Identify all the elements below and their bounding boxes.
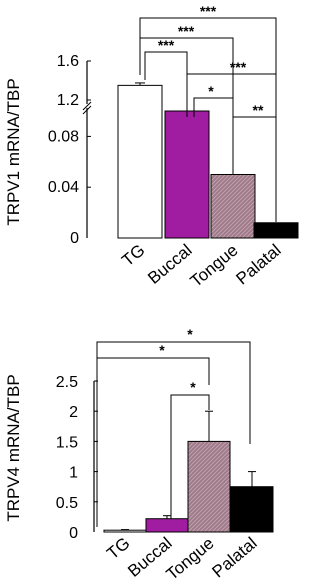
y-axis-title: TRPV4 mRNA/TBP — [4, 374, 23, 521]
y-axis-title: TRPV1 mRNA/TBP — [4, 78, 23, 225]
significance-label: * — [187, 326, 193, 342]
y-tick-label: 0.08 — [48, 128, 79, 145]
y-tick-label: 0 — [69, 525, 78, 542]
bar — [187, 440, 231, 533]
bar — [103, 529, 147, 533]
significance-bracket — [170, 394, 210, 519]
bar — [253, 222, 299, 239]
y-tick-label: 0.5 — [56, 495, 78, 512]
significance-label: * — [159, 342, 165, 358]
y-tick-label: 1.6 — [57, 53, 79, 70]
axis-break-mark — [82, 101, 92, 111]
bar — [145, 518, 189, 533]
significance-label: * — [190, 379, 196, 395]
bar — [230, 486, 274, 533]
y-tick-label: 1.5 — [56, 434, 78, 451]
x-category-label: Palatal — [233, 241, 285, 289]
y-tick-label: 2.5 — [56, 374, 78, 391]
x-category-label: Palatal — [209, 534, 261, 582]
significance-label: *** — [158, 37, 175, 53]
x-category-label: Buccal — [144, 241, 195, 288]
significance-label: * — [208, 83, 214, 99]
x-category-label: Tongue — [163, 534, 218, 584]
bar — [117, 84, 163, 239]
significance-label: *** — [178, 23, 195, 39]
x-category-label: TG — [103, 534, 133, 564]
trpv4-chart: TRPV4 mRNA/TBP00.511.522.5TGBuccalTongue… — [4, 326, 274, 584]
significance-label: *** — [230, 59, 247, 75]
y-tick-label: 0 — [70, 230, 79, 247]
x-category-label: TG — [118, 241, 148, 271]
bar — [210, 174, 256, 239]
bar — [164, 110, 210, 239]
axis-break-mark — [82, 105, 92, 115]
significance-bracket — [232, 116, 277, 222]
significance-label: *** — [200, 3, 217, 19]
trpv1-chart: TRPV1 mRNA/TBP 0 0.04 0.08 1.2 1.6 TGBuccalTon… — [4, 3, 299, 291]
significance-bracket — [96, 357, 210, 527]
y-tick-label: 1 — [69, 465, 78, 482]
x-category-label: Tongue — [187, 241, 242, 291]
y-tick-label: 0.04 — [48, 179, 79, 196]
y-tick-label: 1.2 — [57, 92, 79, 109]
significance-label: ** — [253, 102, 264, 118]
y-tick-label: 2 — [69, 404, 78, 421]
